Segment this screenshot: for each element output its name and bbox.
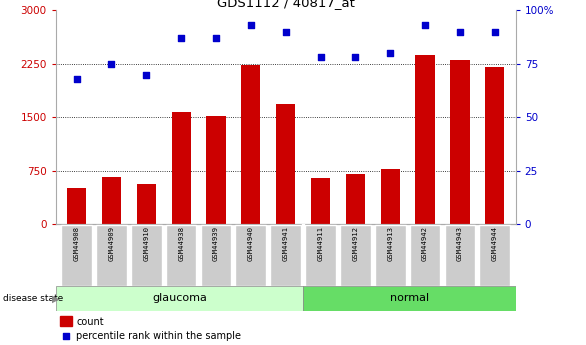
FancyBboxPatch shape [96,225,127,286]
Text: GSM44913: GSM44913 [387,226,393,261]
Point [61,334,70,339]
Text: GSM44939: GSM44939 [213,226,219,261]
Text: normal: normal [390,294,429,303]
Point [455,29,465,34]
Point [316,55,325,60]
Text: GSM44944: GSM44944 [492,226,498,261]
FancyBboxPatch shape [200,225,231,286]
Text: GSM44911: GSM44911 [318,226,323,261]
FancyBboxPatch shape [62,225,92,286]
Bar [303,286,516,310]
Text: GSM44943: GSM44943 [457,226,463,261]
Point [212,36,221,41]
Text: GSM44938: GSM44938 [178,226,184,261]
Text: GSM44910: GSM44910 [144,226,149,261]
Text: glaucoma: glaucoma [152,294,207,303]
Bar [241,65,260,224]
Bar [311,178,330,224]
Bar [67,188,86,224]
Point [72,76,81,81]
Text: GSM44941: GSM44941 [282,226,289,261]
Bar [450,60,469,224]
Bar [276,105,295,224]
Text: GSM44942: GSM44942 [422,226,428,261]
Bar [102,177,121,224]
Bar [485,67,505,224]
Text: percentile rank within the sample: percentile rank within the sample [76,332,241,341]
Bar [137,184,156,224]
FancyBboxPatch shape [166,225,196,286]
Text: GSM44912: GSM44912 [352,226,359,261]
FancyBboxPatch shape [131,225,162,286]
Bar [415,55,435,224]
Text: GSM44909: GSM44909 [108,226,114,261]
Point [107,61,116,67]
Point [350,55,360,60]
Point [246,22,255,28]
Bar [346,174,365,224]
Bar [381,169,400,224]
Bar [206,116,226,224]
FancyBboxPatch shape [479,225,510,286]
Text: disease state: disease state [3,294,63,303]
Bar [172,112,190,224]
Text: GSM44908: GSM44908 [74,226,80,261]
FancyBboxPatch shape [340,225,371,286]
Point [281,29,290,34]
Point [386,50,395,56]
FancyBboxPatch shape [236,225,266,286]
FancyBboxPatch shape [410,225,441,286]
Bar [60,316,71,326]
FancyBboxPatch shape [445,225,475,286]
FancyBboxPatch shape [305,225,336,286]
Point [176,36,186,41]
FancyBboxPatch shape [270,225,301,286]
Text: GSM44940: GSM44940 [248,226,254,261]
Bar [56,286,303,310]
FancyBboxPatch shape [375,225,406,286]
Point [490,29,499,34]
Title: GDS1112 / 40817_at: GDS1112 / 40817_at [217,0,355,9]
Text: ▶: ▶ [52,294,59,303]
Point [142,72,151,77]
Text: count: count [76,317,104,326]
Point [420,22,430,28]
